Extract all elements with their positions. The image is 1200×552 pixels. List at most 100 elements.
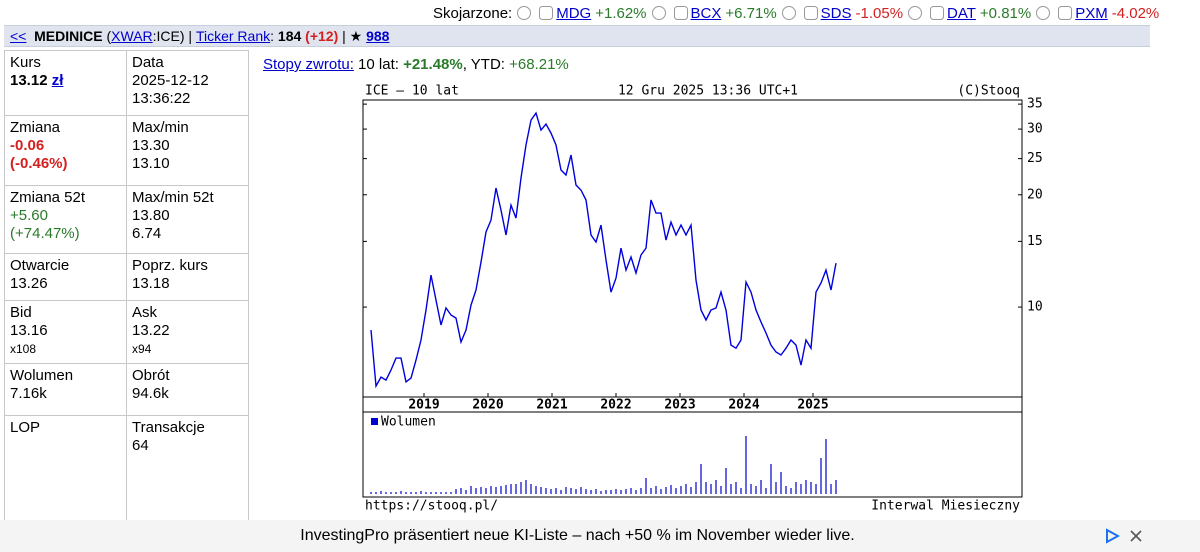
header-part[interactable]: <<	[10, 28, 27, 44]
ticker-header: << MEDINICE (XWAR:ICE) | Ticker Rank: 18…	[4, 25, 1150, 47]
chart-copyright: (C)Stooq	[957, 84, 1020, 99]
checkbox[interactable]	[673, 5, 689, 21]
quote-row: Zmiana -0.06 (-0.46%) Max/min 13.30 13.10	[4, 115, 249, 186]
quote-label: Ask	[132, 304, 158, 321]
legend-label: Wolumen	[381, 415, 436, 430]
associated-ticker[interactable]: PXM	[1075, 4, 1108, 22]
radio[interactable]	[516, 5, 532, 21]
header-part	[26, 28, 34, 44]
x-tick-label: 2019	[408, 398, 439, 413]
associated-ticker[interactable]: SDS	[820, 4, 852, 22]
volume-bar	[680, 486, 682, 494]
returns-link[interactable]: Stopy zwrotu:	[263, 56, 354, 73]
volume-bar	[565, 487, 567, 494]
quote-cell: Zmiana -0.06 (-0.46%)	[4, 115, 127, 186]
volume-bar	[540, 487, 542, 494]
header-part: (	[102, 28, 112, 44]
quote-label: Poprz. kurs	[132, 257, 208, 274]
quote-cell: Transakcje 64	[126, 415, 249, 521]
header-part[interactable]: XWAR	[111, 28, 153, 44]
quote-cell: Ask 13.22 x94	[126, 300, 249, 364]
quote-label: Data	[132, 54, 164, 71]
volume-bar	[385, 492, 387, 494]
volume-bar	[420, 491, 422, 494]
ad-bar[interactable]: InvestingPro präsentiert neue KI-Liste –…	[0, 520, 1200, 552]
x-tick-label: 2022	[600, 398, 631, 413]
checkbox[interactable]	[929, 5, 945, 21]
radio[interactable]	[781, 5, 797, 21]
volume-bar	[795, 482, 797, 494]
quote-value: 2025-12-12	[132, 72, 209, 89]
radio[interactable]	[651, 5, 667, 21]
volume-bar	[405, 492, 407, 494]
quote-value: 13:36:22	[132, 90, 191, 107]
volume-bar	[645, 478, 647, 494]
volume-bar	[450, 492, 452, 494]
quote-value: 64	[132, 437, 149, 454]
quote-unit[interactable]: zł	[51, 72, 64, 89]
volume-bar	[725, 468, 727, 494]
volume-bar	[830, 484, 832, 494]
quote-cell: Max/min 52t 13.80 6.74	[126, 185, 249, 254]
volume-bar	[745, 436, 747, 494]
quote-label: Wolumen	[10, 367, 74, 384]
checkbox[interactable]	[538, 5, 554, 21]
volume-bar	[435, 492, 437, 494]
volume-bar	[640, 488, 642, 494]
radio[interactable]	[907, 5, 923, 21]
quote-label: Max/min	[132, 119, 189, 136]
volume-bar	[740, 488, 742, 494]
volume-bar	[810, 482, 812, 494]
volume-bar	[675, 488, 677, 494]
associated-ticker[interactable]: DAT	[947, 4, 976, 22]
volume-bar	[755, 486, 757, 494]
quote-value: 13.16	[10, 322, 48, 339]
volume-bar	[690, 487, 692, 494]
price-line	[370, 111, 837, 389]
volume-bar	[615, 489, 617, 494]
volume-bar	[710, 484, 712, 494]
volume-bar	[485, 488, 487, 494]
associated-ticker[interactable]: MDG	[556, 4, 592, 22]
quote-row: Kurs 13.12 zł Data 2025-12-12 13:36:22	[4, 50, 249, 116]
volume-bar	[665, 487, 667, 494]
volume-bar	[775, 482, 777, 494]
quote-value: x108	[10, 342, 37, 356]
ad-icon[interactable]	[1104, 528, 1120, 544]
quote-row: Zmiana 52t +5.60 (+74.47%) Max/min 52t 13.80…	[4, 185, 249, 254]
volume-bar	[490, 486, 492, 494]
quote-cell: Wolumen 7.16k	[4, 363, 127, 416]
ad-close[interactable]	[1128, 528, 1144, 544]
checkbox[interactable]	[803, 5, 819, 21]
checkbox[interactable]	[1057, 5, 1073, 21]
volume-bar	[390, 492, 392, 494]
x-tick-label: 2025	[797, 398, 828, 413]
volume-bar	[515, 484, 517, 494]
quote-value: 13.22	[132, 322, 170, 339]
quote-value: 13.10	[132, 155, 170, 172]
volume-bar	[580, 487, 582, 494]
volume-bar	[625, 489, 627, 494]
volume-bar	[650, 488, 652, 494]
volume-bar	[395, 492, 397, 494]
header-part: 184	[277, 28, 302, 44]
volume-bar	[570, 488, 572, 494]
volume-bar	[800, 484, 802, 494]
radio[interactable]	[1035, 5, 1051, 21]
associated-ticker[interactable]: BCX	[690, 4, 722, 22]
quote-cell: Otwarcie 13.26	[4, 253, 127, 301]
volume-bar	[700, 464, 702, 494]
chart-date: 12 Gru 2025 13:36 UTC+1	[618, 84, 798, 99]
volume-bar	[585, 489, 587, 494]
header-part[interactable]: Ticker Rank	[195, 28, 271, 44]
quote-cell: Zmiana 52t +5.60 (+74.47%)	[4, 185, 127, 254]
volume-bar	[380, 491, 382, 494]
header-part: :ICE) |	[152, 28, 196, 44]
legend-swatch	[371, 418, 378, 425]
volume-bar	[610, 490, 612, 494]
header-part[interactable]: 988	[366, 28, 390, 44]
ad-text[interactable]: InvestingPro präsentiert neue KI-Liste –…	[300, 527, 855, 544]
volume-bar	[670, 485, 672, 494]
volume-bar	[655, 486, 657, 494]
